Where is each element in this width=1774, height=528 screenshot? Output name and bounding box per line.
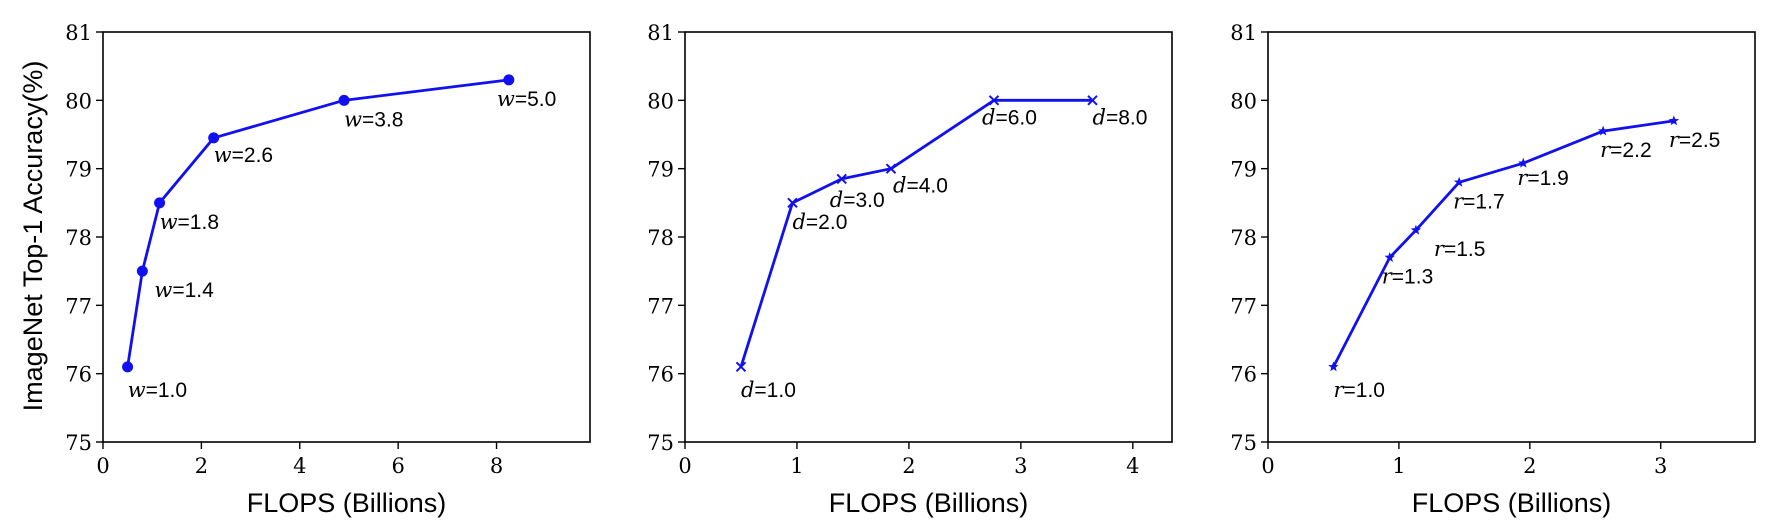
y-tick-label: 81 xyxy=(1230,21,1257,45)
y-tick-label: 80 xyxy=(65,89,92,113)
data-point xyxy=(735,361,747,373)
y-tick-label: 75 xyxy=(1230,431,1257,455)
x-tick-label: 3 xyxy=(1654,454,1667,478)
data-point xyxy=(1597,125,1609,136)
figure-y-axis-label: ImageNet Top-1 Accuracy(%) xyxy=(18,61,48,412)
x-tick-label: 2 xyxy=(902,454,915,478)
data-point xyxy=(1410,224,1422,235)
point-annotation: d=3.0 xyxy=(830,188,885,212)
series-line xyxy=(126,78,510,368)
y-tick-label: 76 xyxy=(647,363,674,387)
x-tick-label: 1 xyxy=(790,454,803,478)
point-annotation: d=2.0 xyxy=(792,210,847,234)
x-tick-label: 0 xyxy=(678,454,691,478)
point-annotation: r=2.2 xyxy=(1600,138,1652,162)
y-tick-label: 75 xyxy=(647,431,674,455)
point-annotation: d=8.0 xyxy=(1093,105,1148,129)
x-axis-label: FLOPS (Billions) xyxy=(1412,488,1612,518)
data-point xyxy=(1453,176,1465,187)
data-point xyxy=(136,265,148,277)
y-tick-label: 79 xyxy=(1230,158,1257,182)
y-tick-label: 75 xyxy=(65,431,92,455)
point-annotation: w=3.8 xyxy=(344,107,403,131)
data-point xyxy=(208,132,220,144)
point-annotation: d=1.0 xyxy=(741,378,796,402)
x-axis-label: FLOPS (Billions) xyxy=(829,488,1029,518)
point-annotation: r=1.5 xyxy=(1434,237,1486,261)
y-tick-label: 81 xyxy=(647,21,674,45)
point-annotation: d=6.0 xyxy=(982,105,1037,129)
point-annotation: w=1.8 xyxy=(160,210,219,234)
point-annotation: r=1.7 xyxy=(1453,189,1505,213)
data-point xyxy=(836,173,847,185)
point-annotation: w=1.0 xyxy=(128,378,187,402)
y-tick-label: 79 xyxy=(65,158,92,182)
y-tick-label: 78 xyxy=(647,226,674,250)
x-tick-label: 2 xyxy=(195,454,208,478)
data-point xyxy=(503,74,515,86)
y-tick-label: 77 xyxy=(1230,294,1257,318)
point-annotation: w=5.0 xyxy=(497,87,556,111)
y-tick-label: 77 xyxy=(647,294,674,318)
chart-panel-1: 0 2 4 6 8 75 76 77 78 79 80 81 FLOPS (Billions) w=1.0… xyxy=(65,21,591,518)
data-point xyxy=(988,95,1000,106)
y-tick-label: 77 xyxy=(65,294,92,318)
y-tick-label: 78 xyxy=(65,226,92,250)
chart-panel-2: 0 1 2 3 4 75 76 77 78 79 80 81 FLOPS (Billions) d=1.0… xyxy=(647,21,1173,518)
data-point xyxy=(122,361,134,373)
y-tick-label: 80 xyxy=(647,89,674,113)
point-annotation: r=1.0 xyxy=(1333,378,1385,402)
point-annotation: w=1.4 xyxy=(154,278,214,302)
data-point xyxy=(1384,252,1395,262)
x-tick-label: 8 xyxy=(490,454,503,478)
point-annotation: r=1.3 xyxy=(1382,265,1434,289)
data-point xyxy=(1668,115,1680,126)
y-tick-label: 76 xyxy=(65,363,92,387)
y-tick-label: 81 xyxy=(65,21,92,45)
x-tick-label: 6 xyxy=(391,454,404,478)
x-tick-label: 1 xyxy=(1392,454,1405,478)
data-point xyxy=(787,197,798,209)
point-annotation: r=1.9 xyxy=(1517,166,1569,190)
x-tick-label: 2 xyxy=(1523,454,1536,478)
y-tick-label: 76 xyxy=(1230,363,1257,387)
point-annotation: r=2.5 xyxy=(1669,128,1721,152)
chart-panel-3: 0 1 2 3 75 76 77 78 79 80 81 FLOPS (Billions) r=1.0 r… xyxy=(1230,21,1756,518)
x-tick-label: 4 xyxy=(293,454,306,478)
x-axis-label: FLOPS (Billions) xyxy=(247,488,447,518)
data-point xyxy=(1328,361,1339,372)
data-point xyxy=(885,163,897,174)
x-tick-label: 0 xyxy=(1261,454,1274,478)
series-line xyxy=(739,98,1093,368)
data-point xyxy=(1087,95,1098,106)
point-annotation: d=4.0 xyxy=(893,174,948,198)
y-tick-label: 78 xyxy=(1230,226,1257,250)
x-tick-label: 0 xyxy=(96,454,109,478)
data-point xyxy=(154,197,166,209)
data-point xyxy=(338,94,350,106)
data-point xyxy=(1518,157,1529,168)
y-tick-label: 80 xyxy=(1230,89,1257,113)
point-annotation: w=2.6 xyxy=(214,143,273,167)
y-tick-label: 79 xyxy=(647,158,674,182)
x-tick-label: 4 xyxy=(1126,454,1139,478)
x-tick-label: 3 xyxy=(1014,454,1027,478)
